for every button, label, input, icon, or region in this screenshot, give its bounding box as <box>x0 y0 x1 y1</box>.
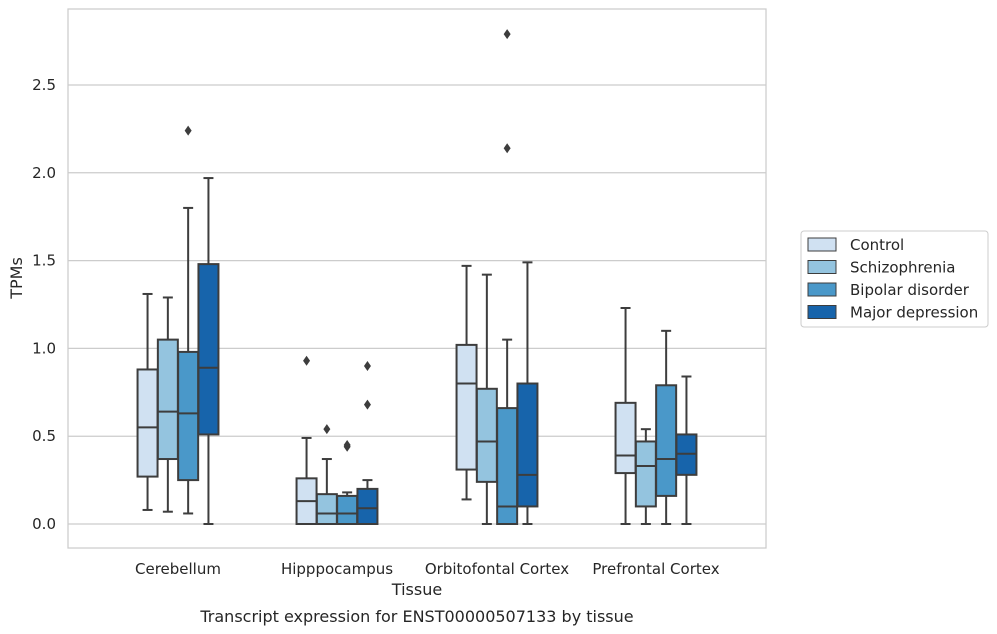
y-tick-label: 2.5 <box>32 76 56 94</box>
legend-frame <box>800 230 989 328</box>
outlier-point <box>503 143 511 154</box>
outlier-point <box>363 360 371 371</box>
x-tick-labels: Cerebellum Hipppocampus Orbitofontal Corte… <box>135 560 720 578</box>
box <box>455 264 478 501</box>
legend-swatch <box>807 282 837 297</box>
box <box>496 29 519 526</box>
outlier-point <box>184 125 192 136</box>
y-tick-label: 0.5 <box>32 427 56 445</box>
box <box>516 261 539 525</box>
box-iqr <box>356 487 379 526</box>
box <box>315 424 338 526</box>
x-axis-label: Tissue <box>391 580 442 599</box>
legend-swatch <box>807 237 837 252</box>
box-iqr <box>634 440 657 508</box>
box <box>655 329 678 525</box>
figure-caption: Transcript expression for ENST0000050713… <box>199 607 633 626</box>
x-tick-label: Orbitofontal Cortex <box>425 560 569 578</box>
box-iqr <box>475 387 498 483</box>
box-iqr <box>315 493 338 526</box>
y-axis-label: TPMs <box>7 257 26 300</box>
legend-label: Major depression <box>850 304 978 322</box>
legend-label: Schizophrenia <box>850 259 955 277</box>
outlier-point <box>363 399 371 410</box>
plot-frame <box>67 8 767 549</box>
box-groups <box>136 29 698 526</box>
y-tick-label: 1.5 <box>32 252 56 270</box>
legend-swatch <box>807 305 837 319</box>
box <box>675 375 698 525</box>
legend-label: Bipolar disorder <box>850 281 970 299</box>
box-iqr <box>336 494 359 525</box>
y-tick-labels: 0.0 0.5 1.0 1.5 2.0 2.5 <box>32 76 56 533</box>
box <box>156 296 179 513</box>
y-tick-label: 0.0 <box>32 515 56 533</box>
x-tick-label: Cerebellum <box>135 560 221 578</box>
box <box>634 428 657 525</box>
legend-label: Control <box>850 236 904 254</box>
box-iqr <box>455 343 478 471</box>
outlier-point <box>303 355 311 366</box>
x-tick-label: Hipppocampus <box>281 560 393 578</box>
box <box>136 292 159 511</box>
outlier-point <box>503 29 511 40</box>
box-iqr <box>655 384 678 497</box>
box-iqr <box>614 401 637 475</box>
box-iqr <box>156 338 179 461</box>
box <box>336 439 359 525</box>
box-iqr <box>136 368 159 478</box>
x-tick-label: Prefrontal Cortex <box>592 560 719 578</box>
box <box>475 273 498 525</box>
box <box>356 360 379 526</box>
legend: Control Schizophrenia Bipolar disorder Majo… <box>800 230 989 328</box>
box <box>177 125 200 515</box>
outlier-point <box>343 439 351 450</box>
box-iqr <box>177 350 200 482</box>
box <box>614 307 637 525</box>
y-tick-label: 2.0 <box>32 164 56 182</box>
box <box>197 177 220 525</box>
y-tick-label: 1.0 <box>32 339 56 357</box>
legend-swatch <box>807 260 837 274</box>
box-iqr <box>516 382 539 508</box>
box-iqr <box>197 263 220 436</box>
box <box>295 355 318 525</box>
outlier-point <box>323 424 331 435</box>
